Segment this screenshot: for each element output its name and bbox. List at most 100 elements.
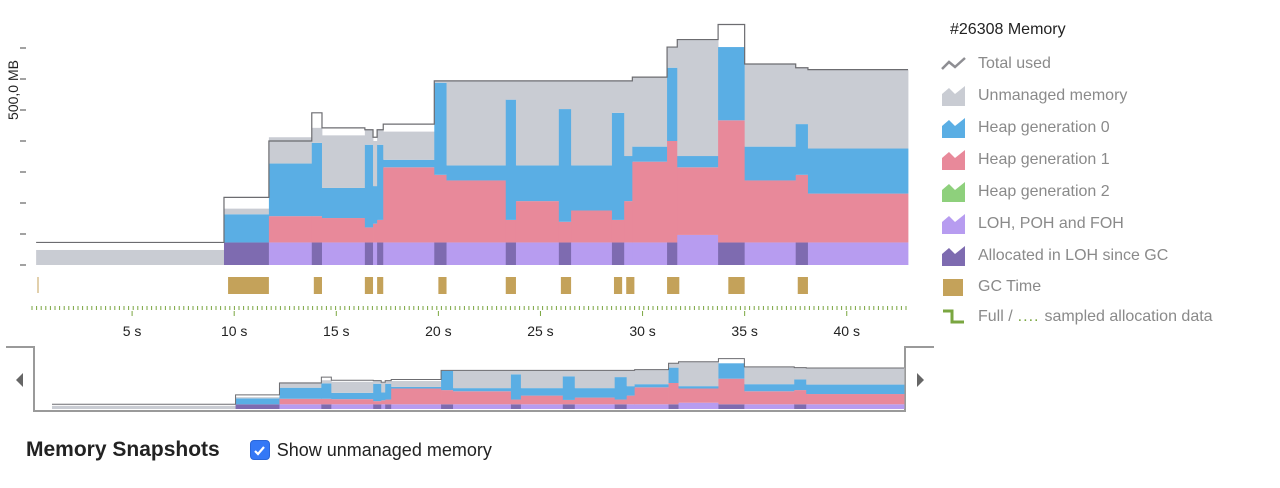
overview-area-gen1-14 (574, 397, 616, 405)
show-unmanaged-checkbox[interactable] (249, 440, 270, 460)
overview-area-unmanaged-12 (520, 370, 564, 389)
memory-chart[interactable]: 500,0 MB 5 s 10 s 15 s 20 s 25 s 30 s 35 s 40 s (0, 0, 930, 345)
area-loh-6 (373, 242, 378, 265)
area-gen0-23 (807, 148, 909, 194)
overview-area-gen1-11 (510, 399, 522, 405)
area-gen1-11 (505, 219, 517, 243)
overview-area-unmanaged-23 (806, 368, 905, 385)
area-gen1-5 (364, 227, 374, 243)
area-gen0-7 (377, 144, 384, 220)
overview-area-gen1-6 (381, 400, 386, 405)
memory-snapshots-title: Memory Snapshots (26, 438, 220, 461)
area-loh-2 (268, 242, 313, 265)
scroll-right-button[interactable] (917, 373, 924, 387)
overview-frame (6, 346, 934, 412)
snapshot-toolbar: Memory Snapshots Show unmanaged memory (26, 432, 492, 468)
overview-area-loh-2 (279, 404, 322, 409)
legend-label: Unmanaged memory (978, 87, 1128, 104)
legend-item-unmanaged[interactable]: Unmanaged memory (940, 80, 1270, 112)
area-gen1-2 (268, 216, 313, 243)
area-gen1-12 (515, 201, 560, 243)
overview-area-loh_alloc-22 (794, 404, 807, 409)
legend-title: #26308 Memory (950, 21, 1066, 38)
area-unmanaged-16 (624, 80, 633, 157)
area-gen0-22 (795, 124, 809, 175)
area-gen0-21 (744, 146, 797, 181)
overview-area-gen0-20 (718, 363, 745, 379)
gc-event-1 (313, 277, 322, 294)
area-unmanaged-8 (383, 131, 435, 160)
area-gen1-14 (571, 210, 613, 243)
area-gen1-16 (624, 201, 633, 243)
overview-area-loh_alloc-7 (385, 404, 392, 409)
area-gen0-9 (434, 82, 447, 175)
legend-item-gen1[interactable]: Heap generation 1 (940, 144, 1270, 176)
area-gen1-21 (744, 180, 797, 243)
overview-area-gen0-19 (678, 386, 719, 389)
overview-area-unmanaged-17 (634, 369, 669, 385)
x-tick-label-3: 20 s (425, 323, 451, 339)
legend-item-loh[interactable]: LOH, POH and FOH (940, 208, 1270, 240)
overview-areas (51, 361, 905, 409)
legend-item-loh-alloc[interactable]: Allocated in LOH since GC (940, 240, 1270, 272)
overview-area-gen1-18 (668, 383, 679, 405)
scroll-left-button[interactable] (16, 373, 23, 387)
allocation-ticks (31, 306, 907, 310)
overview-area-gen0-8 (391, 386, 442, 389)
overview-area-gen0-14 (574, 388, 616, 398)
overview-total-line (51, 358, 904, 405)
area-unmanaged-23 (807, 69, 909, 149)
legend-item-gc-time[interactable]: GC Time (940, 272, 1270, 302)
overview-area-loh-23 (806, 404, 905, 409)
overview-area-gen1-13 (562, 399, 576, 405)
timeline-overview[interactable] (0, 345, 940, 417)
area-unmanaged-10 (446, 80, 507, 166)
x-tick-label-7: 40 s (834, 323, 860, 339)
gc-event-2 (364, 277, 374, 294)
legend-item-total-used[interactable]: Total used (940, 48, 1270, 80)
area-gen1-15 (611, 219, 625, 243)
area-loh_alloc-20 (718, 242, 746, 265)
legend-item-gen2[interactable]: Heap generation 2 (940, 176, 1270, 208)
overview-area-loh-21 (744, 404, 795, 409)
area-unmanaged-15 (611, 80, 625, 113)
total-used-icon (941, 57, 966, 70)
area-gen0-6 (373, 186, 378, 224)
area-gen1-22 (795, 174, 809, 243)
area-gen0-4 (321, 187, 366, 219)
area-gen0-1 (223, 214, 270, 243)
area-unmanaged-6 (373, 141, 378, 187)
overview-area-loh_alloc-1 (235, 404, 280, 409)
overview-area-unmanaged-10 (453, 370, 512, 389)
area-unmanaged-2 (268, 137, 313, 164)
area-gen0-2 (268, 163, 313, 217)
overview-area-gen1-10 (453, 391, 512, 405)
overview-area-gen0-13 (562, 376, 576, 400)
overview-area-gen1-9 (441, 390, 454, 405)
area-unmanaged-17 (632, 77, 668, 147)
legend-item-gen0[interactable]: Heap generation 0 (940, 112, 1270, 144)
legend-item-allocation-data[interactable]: Full / .... sampled allocation data (940, 302, 1270, 332)
heap-gen2-icon (942, 182, 965, 202)
area-gen1-9 (434, 174, 447, 243)
overview-area-loh-6 (381, 404, 386, 409)
overview-area-gen1-23 (806, 394, 905, 405)
area-unmanaged-18 (667, 47, 678, 68)
y-axis (20, 47, 26, 266)
show-unmanaged-label[interactable]: Show unmanaged memory (276, 439, 492, 460)
area-unmanaged-22 (795, 67, 809, 125)
overview-area-unmanaged-13 (562, 370, 576, 377)
allocation-data-icon (943, 309, 964, 324)
overview-area-loh-10 (453, 404, 512, 409)
overview-area-gen0-9 (441, 370, 454, 391)
gc-event-9 (667, 277, 680, 294)
area-loh_alloc-1 (223, 242, 270, 265)
gc-event-8 (626, 277, 635, 294)
overview-area-gen0-2 (279, 387, 322, 399)
overview-area-gen1-4 (331, 399, 374, 405)
gc-event-6 (560, 277, 572, 294)
area-loh-23 (807, 242, 909, 265)
legend-label: Allocated in LOH since GC (978, 247, 1169, 264)
overview-area-gen0-7 (385, 383, 392, 400)
area-loh_alloc-11 (505, 242, 517, 265)
